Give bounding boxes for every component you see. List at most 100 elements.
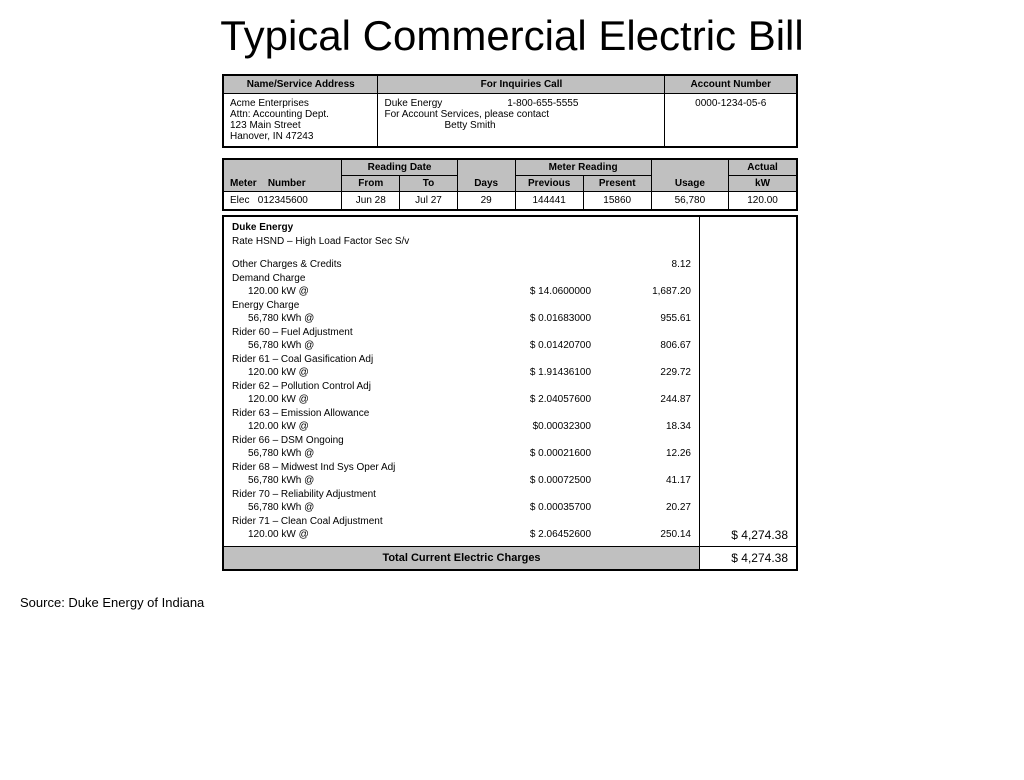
- charge-label: Rider 66 – DSM Ongoing: [232, 434, 691, 448]
- charge-sub: 120.00 kW @: [232, 393, 421, 407]
- charge-amount: 12.26: [591, 447, 691, 461]
- charge-rate: [421, 258, 591, 272]
- meter-previous: 144441: [515, 192, 583, 211]
- charge-label: Rider 68 – Midwest Ind Sys Oper Adj: [232, 461, 691, 475]
- charge-sub: 56,780 kWh @: [232, 339, 421, 353]
- meter-h-actual: Actual: [729, 159, 797, 176]
- meter-present: 15860: [583, 192, 651, 211]
- inq-line2: For Account Services, please contact: [384, 109, 549, 120]
- meter-table: Meter Number Reading Date Days Meter Rea…: [222, 158, 798, 211]
- total-row: Total Current Electric Charges $ 4,274.3…: [223, 546, 797, 570]
- meter-h-usage: Usage: [651, 159, 728, 192]
- charge-label: Rider 70 – Reliability Adjustment: [232, 488, 691, 502]
- meter-from: Jun 28: [342, 192, 400, 211]
- charge-rate: $ 1.91436100: [421, 366, 591, 380]
- charge-line: Rider 71 – Clean Coal Adjustment120.00 k…: [232, 515, 691, 542]
- charge-label: Rider 63 – Emission Allowance: [232, 407, 691, 421]
- customer-street: 123 Main Street: [230, 120, 301, 131]
- charge-rate: $ 14.0600000: [421, 285, 591, 299]
- charge-sub: 120.00 kW @: [232, 366, 421, 380]
- charges-table: Duke Energy Rate HSND – High Load Factor…: [222, 215, 798, 571]
- charge-line: Demand Charge120.00 kW @$ 14.06000001,68…: [232, 272, 691, 299]
- charge-label: Rider 71 – Clean Coal Adjustment: [232, 515, 691, 529]
- meter-h-days: Days: [457, 159, 515, 192]
- charge-sub: 56,780 kWh @: [232, 447, 421, 461]
- charge-line: Rider 63 – Emission Allowance120.00 kW @…: [232, 407, 691, 434]
- total-amount: $ 4,274.38: [700, 546, 798, 570]
- charges-body: Duke Energy Rate HSND – High Load Factor…: [223, 216, 700, 546]
- charge-rate: $ 2.06452600: [421, 528, 591, 542]
- meter-days: 29: [457, 192, 515, 211]
- inq-contact: Betty Smith: [384, 120, 495, 131]
- meter-h-to: To: [400, 176, 458, 192]
- charge-sub: 120.00 kW @: [232, 528, 421, 542]
- page-title: Typical Commercial Electric Bill: [0, 12, 1024, 60]
- charge-sub: 120.00 kW @: [232, 285, 421, 299]
- header-col2-label: For Inquiries Call: [378, 75, 665, 94]
- charge-label: Other Charges & Credits: [232, 258, 421, 272]
- charge-amount: 229.72: [591, 366, 691, 380]
- charge-label: Rider 61 – Coal Gasification Adj: [232, 353, 691, 367]
- meter-type: Elec: [230, 195, 249, 206]
- meter-number: 012345600: [258, 195, 308, 206]
- customer-city: Hanover, IN 47243: [230, 131, 313, 142]
- charge-rate: $ 0.00021600: [421, 447, 591, 461]
- customer-attn: Attn: Accounting Dept.: [230, 109, 329, 120]
- charge-label: Rider 62 – Pollution Control Adj: [232, 380, 691, 394]
- meter-to: Jul 27: [400, 192, 458, 211]
- charge-label: Rider 60 – Fuel Adjustment: [232, 326, 691, 340]
- meter-h-meter: Meter: [230, 178, 257, 189]
- charge-line: Energy Charge56,780 kWh @$ 0.01683000955…: [232, 299, 691, 326]
- charge-rate: $ 0.00035700: [421, 501, 591, 515]
- header-col1-label: Name/Service Address: [223, 75, 378, 94]
- meter-kw: 120.00: [729, 192, 797, 211]
- source-text: Source: Duke Energy of Indiana: [20, 595, 1024, 610]
- meter-h-reading-date: Reading Date: [342, 159, 457, 176]
- charges-company: Duke Energy: [232, 222, 293, 233]
- charge-line: Rider 60 – Fuel Adjustment56,780 kWh @$ …: [232, 326, 691, 353]
- charge-sub: 120.00 kW @: [232, 420, 421, 434]
- account-number: 0000-1234-05-6: [665, 94, 797, 148]
- header-table: Name/Service Address For Inquiries Call …: [222, 74, 798, 148]
- inq-phone: 1-800-655-5555: [507, 98, 578, 109]
- charge-rate: $ 0.00072500: [421, 474, 591, 488]
- meter-h-number: Number: [268, 178, 306, 189]
- charge-sub: 56,780 kWh @: [232, 312, 421, 326]
- meter-h-from: From: [342, 176, 400, 192]
- charge-label: Demand Charge: [232, 272, 691, 286]
- charge-rate: $ 0.01683000: [421, 312, 591, 326]
- bill-container: Name/Service Address For Inquiries Call …: [222, 74, 798, 571]
- meter-row: Elec 012345600 Jun 28 Jul 27 29 144441 1…: [223, 192, 797, 211]
- charge-amount: 1,687.20: [591, 285, 691, 299]
- charge-amount: 250.14: [591, 528, 691, 542]
- charge-line: Rider 68 – Midwest Ind Sys Oper Adj56,78…: [232, 461, 691, 488]
- charge-amount: 20.27: [591, 501, 691, 515]
- customer-name: Acme Enterprises: [230, 98, 309, 109]
- charge-line: Rider 70 – Reliability Adjustment56,780 …: [232, 488, 691, 515]
- charge-amount: 955.61: [591, 312, 691, 326]
- meter-usage: 56,780: [651, 192, 728, 211]
- charge-rate: $ 0.01420700: [421, 339, 591, 353]
- service-address: Acme Enterprises Attn: Accounting Dept. …: [223, 94, 378, 148]
- meter-h-previous: Previous: [515, 176, 583, 192]
- inq-company: Duke Energy: [384, 98, 504, 109]
- charge-amount: 41.17: [591, 474, 691, 488]
- charges-rate: Rate HSND – High Load Factor Sec S/v: [232, 235, 691, 249]
- charge-line: Rider 62 – Pollution Control Adj120.00 k…: [232, 380, 691, 407]
- charge-line: Other Charges & Credits 8.12: [232, 258, 691, 272]
- header-col3-label: Account Number: [665, 75, 797, 94]
- meter-h-present: Present: [583, 176, 651, 192]
- charge-line: Rider 66 – DSM Ongoing56,780 kWh @$ 0.00…: [232, 434, 691, 461]
- meter-h-meter-reading: Meter Reading: [515, 159, 651, 176]
- charge-sub: 56,780 kWh @: [232, 474, 421, 488]
- charge-label: Energy Charge: [232, 299, 691, 313]
- charge-amount: 244.87: [591, 393, 691, 407]
- total-label: Total Current Electric Charges: [223, 546, 700, 570]
- inquiries: Duke Energy 1-800-655-5555 For Account S…: [378, 94, 665, 148]
- charge-rate: $ 2.04057600: [421, 393, 591, 407]
- charges-subtotal: $ 4,274.38: [700, 216, 798, 546]
- meter-h-kw: kW: [729, 176, 797, 192]
- charge-amount: 8.12: [591, 258, 691, 272]
- charge-amount: 18.34: [591, 420, 691, 434]
- charge-rate: $0.00032300: [421, 420, 591, 434]
